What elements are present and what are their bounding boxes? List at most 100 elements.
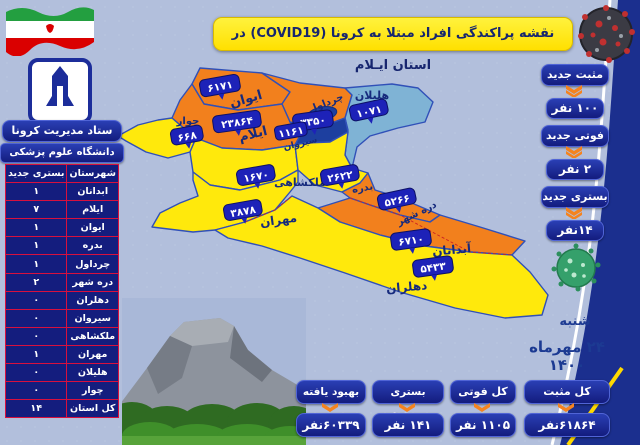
svg-text:۱۱۶۱: ۱۱۶۱ [277, 124, 304, 140]
county-table: شهرستان بستری جدید ابدانان ۱ ایلام ۷ ایوان… [4, 163, 119, 419]
stat-value-recovered: ۶۰۳۳۹نفر [296, 413, 366, 437]
table-row: مهران ۱ [4, 344, 119, 365]
stat-label-total-deaths: کل فوتی [450, 380, 516, 404]
table-row: ایلام ۷ [4, 200, 119, 220]
table-row: کل استان ۱۴ [4, 399, 119, 419]
table-row: ملکشاهی ۰ [4, 326, 119, 346]
region-dehloran [214, 195, 549, 319]
county-name: هلیلان [66, 363, 119, 383]
county-value: ۱ [4, 182, 68, 202]
stat-value-current-hospitalized: ۱۴۱ نفر [372, 413, 444, 437]
case-badge: ۱۱۶۱ [273, 121, 308, 141]
stat-label-recovered: بهبود یافته [296, 380, 366, 404]
stat-value-new-hospitalized: ۱۴نفر [546, 220, 604, 241]
svg-text:۵۲۶۶: ۵۲۶۶ [383, 192, 411, 209]
county-name: دره شهر [66, 272, 119, 292]
svg-text:۱۰۷۱: ۱۰۷۱ [355, 103, 383, 120]
svg-text:۵۴۳۳: ۵۴۳۳ [420, 260, 448, 276]
table-row: ایوان ۱ [4, 218, 119, 238]
county-name: ابدانان [66, 182, 119, 202]
svg-text:۳۸۷۸: ۳۸۷۸ [230, 204, 258, 220]
county-value: ۱۴ [4, 399, 68, 419]
minaret-icon [46, 66, 74, 106]
header-value: بستری جدید [4, 163, 68, 184]
virus-icon-green [551, 243, 601, 292]
county-value: ۰ [4, 308, 68, 328]
map-label: آبدانان [432, 240, 473, 258]
county-name: سیروان [66, 308, 119, 328]
county-value: ۰ [4, 290, 68, 310]
county-value: ۰ [4, 363, 68, 383]
county-name: چوار [66, 381, 119, 401]
map-label: مهران [259, 211, 298, 230]
table-row: سیروان ۰ [4, 308, 119, 328]
stat-value-total-deaths: ۱۱۰۵ نفر [450, 413, 516, 437]
svg-text:۶۱۷۱: ۶۱۷۱ [207, 79, 234, 95]
county-name: دهلران [66, 290, 119, 310]
county-name: مهران [66, 344, 119, 365]
down-arrow-icon [566, 207, 582, 219]
down-arrow-icon [566, 85, 582, 97]
svg-text:۲۶۲۲: ۲۶۲۲ [327, 169, 355, 185]
map-label: دهلران [386, 278, 428, 296]
table-row: چوار ۰ [4, 381, 119, 401]
table-row: دره شهر ۲ [4, 272, 119, 292]
map-label: هلیلان [355, 89, 389, 102]
map-label: ملکشاهی [274, 176, 326, 189]
table-header-row: شهرستان بستری جدید [4, 163, 119, 184]
org-banner-1: ستاد مدیریت کرونا [2, 120, 122, 142]
case-badge: ۶۶۸ [169, 124, 204, 149]
case-badge: ۱۰۷۱ [348, 98, 389, 124]
down-arrow-icon [566, 146, 582, 158]
map-label: بدره [351, 181, 374, 196]
case-badge: ۳۸۷۸ [223, 199, 263, 224]
down-arrow-icon [474, 403, 490, 412]
county-value: ۱ [4, 236, 68, 256]
page-title: نقشه پراکندگی افراد مبتلا به کرونا (COVI… [213, 17, 573, 73]
flag-emblem-icon [46, 24, 54, 33]
svg-text:۶۶۸: ۶۶۸ [177, 129, 199, 144]
county-value: ۰ [4, 381, 68, 401]
county-name: ایلام [66, 200, 119, 220]
county-name: کل استان [66, 399, 119, 419]
table-row: بدره ۱ [4, 236, 119, 256]
county-value: ۲ [4, 272, 68, 292]
county-value: ۱ [4, 218, 68, 238]
svg-text:۱۶۷۰: ۱۶۷۰ [243, 169, 270, 185]
weekday-label: شنبه [559, 314, 591, 329]
down-arrow-icon [322, 403, 338, 412]
virus-icon-dark [578, 5, 635, 63]
svg-text:۶۷۱۰: ۶۷۱۰ [398, 233, 425, 248]
stat-label-new-hospitalized: بستری جدید [541, 186, 609, 208]
stat-label-total-positive: کل مثبت [524, 380, 610, 404]
map-label: چوار [176, 116, 200, 127]
svg-text:۲۳۸۶۴: ۲۳۸۶۴ [220, 115, 254, 131]
county-value: ۰ [4, 326, 68, 346]
table-row: ابدانان ۱ [4, 182, 119, 202]
county-name: ملکشاهی [66, 326, 119, 346]
university-logo [28, 58, 92, 124]
county-name: ایوان [66, 218, 119, 238]
county-name: بدره [66, 236, 119, 256]
stat-value-new-positive: ۱۰۰ نفر [546, 98, 604, 119]
table-row: چرداول ۱ [4, 254, 119, 274]
stat-value-new-deaths: ۲ نفر [546, 159, 604, 180]
table-row: هلیلان ۰ [4, 363, 119, 383]
case-badge: ۵۲۶۶ [376, 187, 417, 213]
case-badge: ۶۷۱۰ [390, 228, 432, 254]
date-label: ۲۴ مهرماه ۱۴۰۰ [529, 338, 605, 374]
county-name: چرداول [66, 254, 119, 274]
table-row: دهلران ۰ [4, 290, 119, 310]
stat-label-current-hospitalized: بستری موجود [372, 380, 444, 420]
iran-flag [6, 7, 94, 56]
county-value: ۱ [4, 344, 68, 365]
mountain-photo [122, 298, 306, 445]
header-county: شهرستان [66, 163, 119, 184]
case-badge: ۱۶۷۰ [236, 164, 276, 189]
county-value: ۷ [4, 200, 68, 220]
stat-value-total-positive: ۶۱۸۶۴نفر [524, 413, 610, 437]
case-badge: ۲۶۲۲ [320, 164, 360, 189]
case-badge: ۲۳۸۶۴ [212, 109, 262, 136]
